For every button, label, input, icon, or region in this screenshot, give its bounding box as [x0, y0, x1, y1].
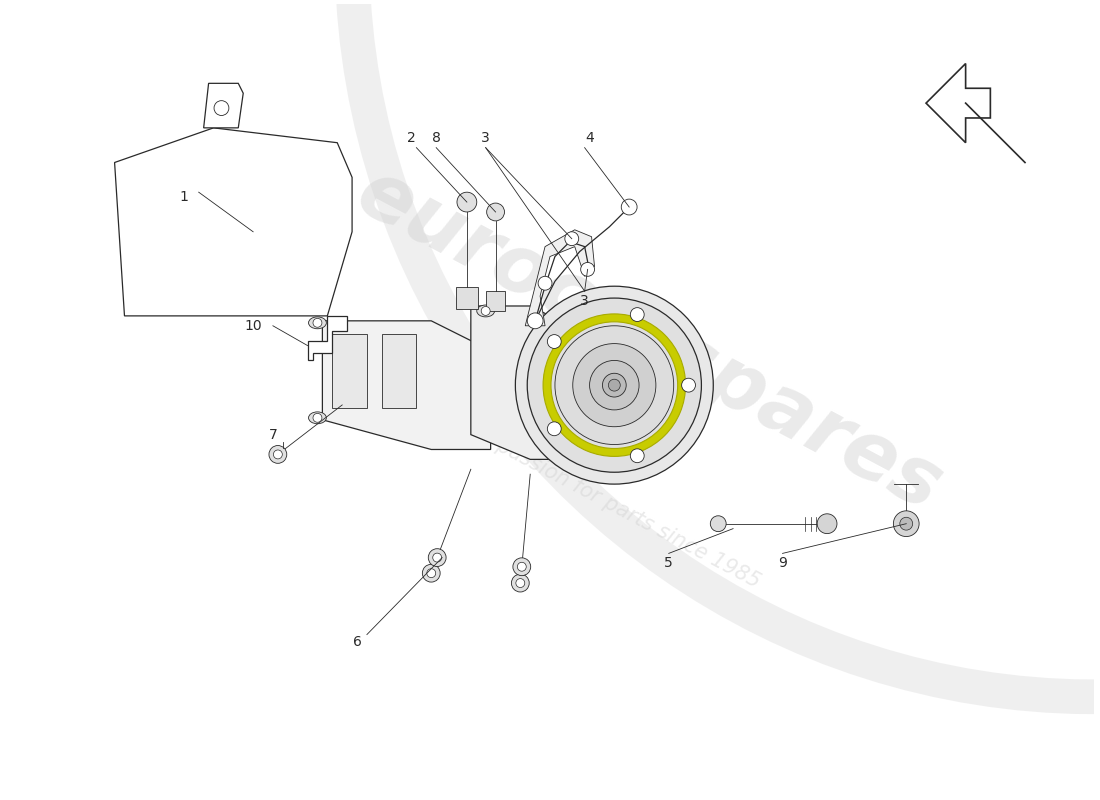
FancyBboxPatch shape — [332, 334, 367, 408]
Text: 1: 1 — [179, 190, 188, 204]
Text: 4: 4 — [585, 130, 594, 145]
Circle shape — [554, 326, 673, 445]
Circle shape — [630, 308, 645, 322]
Text: 10: 10 — [244, 318, 262, 333]
Circle shape — [486, 203, 505, 221]
Circle shape — [608, 379, 620, 391]
Text: 3: 3 — [581, 294, 589, 308]
Ellipse shape — [308, 412, 327, 424]
Polygon shape — [308, 316, 348, 361]
Text: 3: 3 — [482, 130, 491, 145]
Circle shape — [481, 306, 491, 315]
Circle shape — [682, 378, 695, 392]
Text: 8: 8 — [432, 130, 441, 145]
Circle shape — [603, 374, 626, 397]
Circle shape — [621, 199, 637, 215]
Polygon shape — [204, 83, 243, 128]
Circle shape — [214, 101, 229, 115]
Text: a passion for parts since 1985: a passion for parts since 1985 — [475, 426, 763, 592]
Circle shape — [527, 313, 543, 329]
Circle shape — [270, 446, 287, 463]
Circle shape — [590, 361, 639, 410]
Polygon shape — [114, 128, 352, 316]
Circle shape — [527, 298, 702, 472]
Circle shape — [564, 232, 579, 246]
Circle shape — [538, 276, 552, 290]
Circle shape — [513, 558, 530, 576]
Circle shape — [428, 549, 447, 566]
Text: 7: 7 — [268, 428, 277, 442]
Circle shape — [422, 564, 440, 582]
Ellipse shape — [476, 305, 495, 317]
Circle shape — [817, 514, 837, 534]
Circle shape — [630, 449, 645, 462]
Circle shape — [548, 334, 561, 349]
FancyBboxPatch shape — [456, 287, 477, 309]
Circle shape — [711, 516, 726, 532]
Polygon shape — [526, 230, 594, 326]
Polygon shape — [926, 63, 990, 142]
Circle shape — [516, 578, 525, 587]
Polygon shape — [471, 306, 580, 459]
Circle shape — [516, 286, 713, 484]
Circle shape — [893, 511, 920, 537]
FancyBboxPatch shape — [486, 291, 506, 311]
Text: 6: 6 — [353, 635, 362, 650]
Text: 5: 5 — [664, 556, 673, 570]
Circle shape — [900, 518, 913, 530]
Circle shape — [314, 414, 322, 422]
Circle shape — [314, 318, 322, 327]
Text: eurocarspares: eurocarspares — [343, 154, 955, 528]
Circle shape — [573, 343, 656, 426]
Circle shape — [456, 192, 476, 212]
Polygon shape — [322, 321, 491, 450]
Circle shape — [548, 422, 561, 436]
Circle shape — [512, 574, 529, 592]
Circle shape — [432, 553, 441, 562]
Circle shape — [274, 450, 283, 459]
Circle shape — [581, 262, 594, 276]
Ellipse shape — [308, 317, 327, 329]
Circle shape — [427, 569, 436, 578]
Text: 9: 9 — [778, 556, 786, 570]
Text: 2: 2 — [407, 130, 416, 145]
FancyBboxPatch shape — [382, 334, 417, 408]
Circle shape — [517, 562, 526, 571]
